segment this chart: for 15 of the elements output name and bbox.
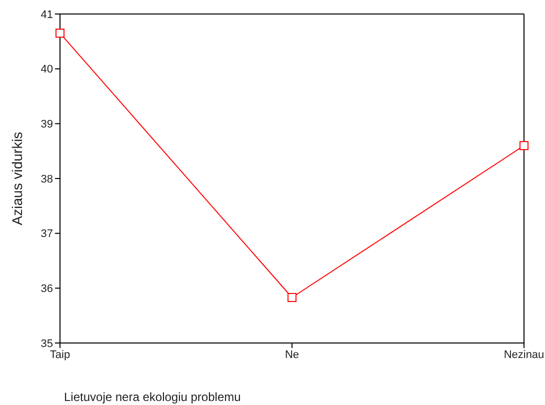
y-tick-label: 35 (40, 338, 53, 350)
y-tick-label: 39 (40, 118, 53, 131)
point (288, 292, 296, 302)
x-tick-label: Nezinau (504, 348, 544, 361)
x-tick-label: Taip (50, 348, 70, 361)
y-axis-title: Aziaus vidurkis (8, 132, 25, 226)
x-tick-label: Ne (284, 348, 300, 361)
point (520, 141, 528, 150)
y-tick-label: 38 (40, 173, 53, 186)
y-tick-label: 36 (40, 283, 53, 296)
y-tick-label: 37 (40, 228, 53, 240)
x-axis-title: Lietuvoje nera ekologiu problemu (64, 390, 241, 404)
y-tick-label: 41 (40, 8, 53, 21)
point (56, 28, 64, 38)
y-tick-label: 40 (40, 64, 53, 76)
